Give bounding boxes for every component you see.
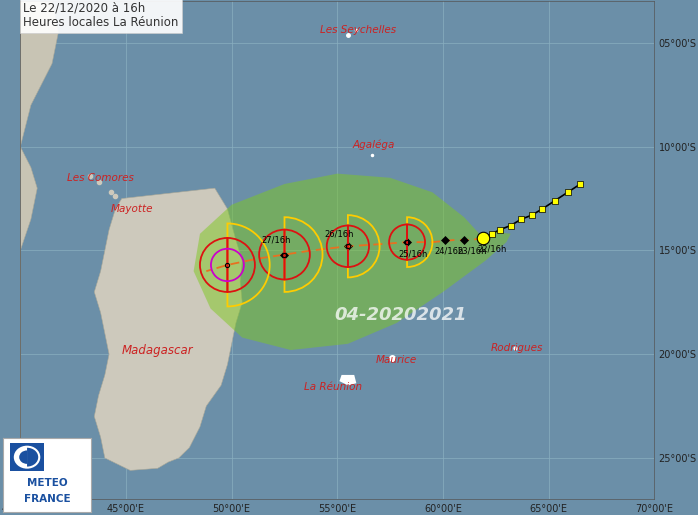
Text: La Réunion: La Réunion [304,382,362,392]
Text: Mayotte: Mayotte [111,204,154,214]
Polygon shape [94,188,242,470]
Text: Le 22/12/2020 à 16h
Heures locales La Réunion: Le 22/12/2020 à 16h Heures locales La Ré… [24,2,179,29]
Text: Les Comores: Les Comores [67,173,134,183]
Text: 24/16h: 24/16h [435,247,464,256]
Polygon shape [339,375,357,385]
Text: Rodrigues: Rodrigues [491,343,543,353]
Text: 22/16h: 22/16h [477,245,506,254]
Text: Agaléga: Agaléga [352,140,394,150]
Text: Les Seychelles: Les Seychelles [320,25,396,36]
Text: FRANCE: FRANCE [24,494,70,504]
Text: 04-20202021: 04-20202021 [334,306,467,324]
Wedge shape [20,451,27,464]
Wedge shape [15,447,27,468]
Text: Maurice: Maurice [376,355,417,366]
Bar [10,443,44,471]
Text: 27/16h: 27/16h [261,235,291,245]
Polygon shape [193,174,511,350]
Polygon shape [20,2,59,500]
Text: 25/16h: 25/16h [399,249,428,258]
Text: 23/16h: 23/16h [458,247,487,256]
Text: METEO: METEO [27,477,68,488]
Text: Madagascar: Madagascar [122,344,193,356]
Text: 26/16h: 26/16h [325,229,354,238]
